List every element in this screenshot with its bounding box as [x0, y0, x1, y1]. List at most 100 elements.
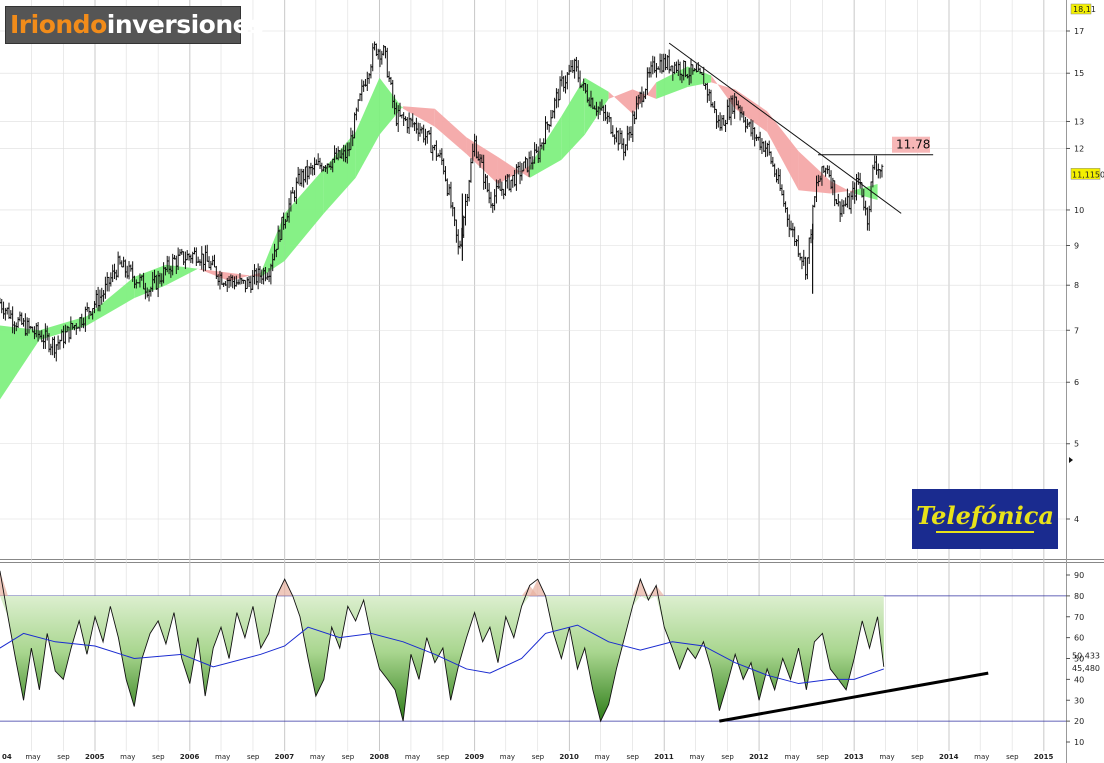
logo-part-2: inversiones	[106, 10, 264, 39]
month-tick-label: sep	[247, 753, 260, 761]
osc-overbought-fill	[0, 571, 8, 596]
last-price-label: 11,1150	[1072, 170, 1104, 179]
osc-tick-label: 70	[1074, 613, 1084, 622]
bull-band-segment	[260, 213, 285, 277]
oscillator-panel	[0, 570, 1066, 723]
price-cursor-marker	[1069, 457, 1073, 463]
month-tick-label: may	[405, 753, 420, 761]
axes: 04 2005 2006 2007 2008 2009 2010 2011 2012 2013 20…	[2, 3, 1104, 761]
osc-tick-label: 40	[1074, 675, 1084, 684]
month-tick-label: may	[595, 753, 610, 761]
year-tick-label: 2013	[844, 753, 864, 761]
bear-band-segment	[434, 108, 467, 155]
osc-overbought-fill	[276, 579, 293, 596]
bull-band-segment	[0, 325, 40, 400]
telefonica-logo: Telefónica	[912, 489, 1058, 549]
bull-band-segment	[561, 77, 585, 160]
month-tick-label: may	[310, 753, 325, 761]
year-tick-label: 2006	[180, 753, 200, 761]
month-tick-label: may	[974, 753, 989, 761]
year-tick-label: 2007	[275, 753, 295, 761]
month-tick-label: sep	[816, 753, 829, 761]
osc-tick-label: 20	[1074, 717, 1084, 726]
bear-band-segment	[403, 106, 435, 127]
price-trendline	[668, 42, 902, 214]
company-name: Telefónica	[916, 501, 1054, 530]
year-tick-label: 04	[2, 753, 12, 761]
month-tick-label: sep	[721, 753, 734, 761]
osc-overbought-fill	[529, 579, 546, 596]
month-tick-label: may	[500, 753, 515, 761]
osc-tick-label: 90	[1074, 571, 1084, 580]
price-tick-label: 7	[1074, 326, 1079, 335]
bear-band-segment	[229, 272, 261, 282]
price-tick-label: 12	[1074, 144, 1084, 153]
osc-tick-label: 80	[1074, 592, 1084, 601]
year-tick-label: 2015	[1034, 753, 1054, 761]
bull-band-segment	[355, 77, 380, 178]
osc-last-value-2: 45,480	[1072, 664, 1100, 673]
month-tick-label: may	[689, 753, 704, 761]
price-tick-label: 4	[1074, 515, 1079, 524]
month-tick-label: sep	[911, 753, 924, 761]
price-tick-label: 8	[1074, 281, 1079, 290]
osc-last-value-1: 50,433	[1072, 652, 1100, 661]
top-value-box	[1070, 3, 1092, 15]
month-tick-label: sep	[627, 753, 640, 761]
osc-tick-label: 30	[1074, 696, 1084, 705]
year-tick-label: 2010	[559, 753, 579, 761]
osc-tick-label: 50	[1074, 655, 1084, 664]
year-tick-label: 2009	[465, 753, 485, 761]
month-tick-label: may	[785, 753, 800, 761]
price-tick-label: 9	[1074, 241, 1079, 250]
bear-band-segment	[767, 111, 799, 191]
month-tick-label: sep	[57, 753, 70, 761]
price-tick-label: 10	[1074, 206, 1084, 215]
month-tick-label: may	[215, 753, 230, 761]
month-tick-label: may	[120, 753, 135, 761]
month-tick-label: sep	[437, 753, 450, 761]
month-tick-label: may	[879, 753, 894, 761]
resistance-label: 11.78	[896, 138, 930, 152]
company-logo-rule	[936, 531, 1034, 533]
year-tick-label: 2014	[939, 753, 959, 761]
month-tick-label: sep	[152, 753, 165, 761]
last-price-box	[1070, 168, 1101, 180]
osc-tick-label: 10	[1074, 738, 1084, 747]
osc-tick-label: 60	[1074, 634, 1084, 643]
bull-band-segment	[687, 66, 712, 87]
price-tick-label: 13	[1074, 117, 1084, 126]
bull-band-segment	[284, 168, 324, 261]
iriondo-logo: Iriondoinversiones	[5, 6, 264, 44]
month-tick-label: may	[25, 753, 40, 761]
bear-band-segment	[608, 89, 633, 114]
bull-band-segment	[379, 77, 404, 135]
bear-band-segment	[197, 268, 230, 282]
month-tick-label: sep	[1006, 753, 1019, 761]
year-tick-label: 2008	[369, 753, 389, 761]
bear-band-segment	[735, 89, 768, 133]
osc-trendline	[719, 671, 989, 723]
top-value-label: 18,11	[1073, 5, 1096, 14]
price-tick-label: 17	[1074, 27, 1084, 36]
price-tick-label: 15	[1074, 69, 1084, 78]
bull-band-segment	[165, 264, 198, 286]
month-tick-label: sep	[532, 753, 545, 761]
osc-line	[0, 570, 885, 723]
bull-band-segment	[86, 276, 135, 326]
price-tick-label: 5	[1074, 440, 1079, 449]
logo-part-1: Iriondo	[10, 10, 107, 39]
osc-signal-line	[0, 624, 884, 685]
year-tick-label: 2012	[749, 753, 769, 761]
price-panel	[0, 41, 902, 400]
year-tick-label: 2005	[85, 753, 105, 761]
resistance-label-box	[892, 136, 930, 153]
bull-band-segment	[529, 116, 562, 178]
year-tick-label: 2011	[654, 753, 674, 761]
bear-band-segment	[830, 180, 855, 194]
price-tick-label: 6	[1074, 378, 1079, 387]
